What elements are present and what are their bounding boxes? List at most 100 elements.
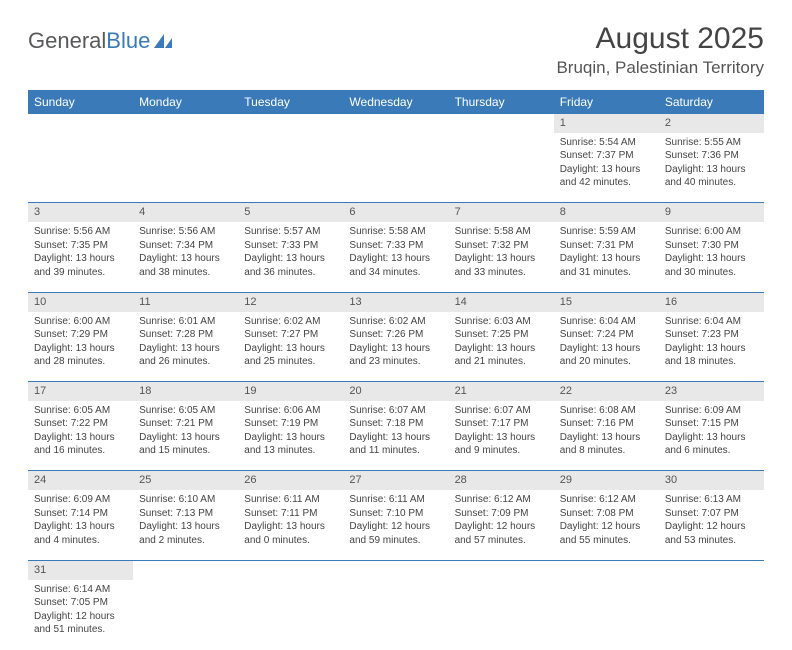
daylight-line: Daylight: 13 hours and 15 minutes.: [139, 431, 232, 458]
sunrise-line: Sunrise: 6:12 AM: [560, 493, 653, 507]
day-cell: Sunrise: 5:57 AMSunset: 7:33 PMDaylight:…: [238, 222, 343, 292]
daylight-line: Daylight: 13 hours and 23 minutes.: [349, 342, 442, 369]
day-number: 31: [28, 560, 133, 579]
logo-text-gray: General: [28, 28, 106, 54]
day-cell: Sunrise: 6:02 AMSunset: 7:27 PMDaylight:…: [238, 312, 343, 382]
daylight-line: Daylight: 13 hours and 31 minutes.: [560, 252, 653, 279]
sunrise-line: Sunrise: 6:04 AM: [560, 315, 653, 329]
day-header: Wednesday: [343, 90, 448, 114]
sunset-line: Sunset: 7:31 PM: [560, 239, 653, 253]
sunset-line: Sunset: 7:36 PM: [665, 149, 758, 163]
day-header: Saturday: [659, 90, 764, 114]
day-number: 2: [659, 114, 764, 133]
day-number: 5: [238, 203, 343, 222]
empty-daynum: [554, 560, 659, 579]
daylight-line: Daylight: 13 hours and 28 minutes.: [34, 342, 127, 369]
empty-daynum: [343, 114, 448, 133]
daylight-line: Daylight: 13 hours and 6 minutes.: [665, 431, 758, 458]
sunrise-line: Sunrise: 5:57 AM: [244, 225, 337, 239]
day-cell: Sunrise: 5:59 AMSunset: 7:31 PMDaylight:…: [554, 222, 659, 292]
sunset-line: Sunset: 7:05 PM: [34, 596, 127, 610]
sunrise-line: Sunrise: 5:55 AM: [665, 136, 758, 150]
sunrise-line: Sunrise: 6:04 AM: [665, 315, 758, 329]
sunrise-line: Sunrise: 6:06 AM: [244, 404, 337, 418]
sunrise-line: Sunrise: 6:03 AM: [455, 315, 548, 329]
day-cell: Sunrise: 6:02 AMSunset: 7:26 PMDaylight:…: [343, 312, 448, 382]
sunset-line: Sunset: 7:21 PM: [139, 417, 232, 431]
sunrise-line: Sunrise: 6:02 AM: [349, 315, 442, 329]
sunset-line: Sunset: 7:32 PM: [455, 239, 548, 253]
day-number: 7: [449, 203, 554, 222]
day-header: Monday: [133, 90, 238, 114]
sunset-line: Sunset: 7:23 PM: [665, 328, 758, 342]
daylight-line: Daylight: 13 hours and 2 minutes.: [139, 520, 232, 547]
day-cell: Sunrise: 6:13 AMSunset: 7:07 PMDaylight:…: [659, 490, 764, 560]
day-content-row: Sunrise: 6:05 AMSunset: 7:22 PMDaylight:…: [28, 401, 764, 471]
daylight-line: Daylight: 13 hours and 9 minutes.: [455, 431, 548, 458]
empty-cell: [449, 580, 554, 650]
sunset-line: Sunset: 7:28 PM: [139, 328, 232, 342]
sunrise-line: Sunrise: 6:05 AM: [34, 404, 127, 418]
day-number: 20: [343, 382, 448, 401]
sunrise-line: Sunrise: 5:56 AM: [34, 225, 127, 239]
header: GeneralBlue August 2025 Bruqin, Palestin…: [28, 22, 764, 78]
calendar-table: SundayMondayTuesdayWednesdayThursdayFrid…: [28, 90, 764, 650]
sunset-line: Sunset: 7:11 PM: [244, 507, 337, 521]
sunset-line: Sunset: 7:33 PM: [244, 239, 337, 253]
day-cell: Sunrise: 6:08 AMSunset: 7:16 PMDaylight:…: [554, 401, 659, 471]
day-number-row: 12: [28, 114, 764, 133]
day-content-row: Sunrise: 6:09 AMSunset: 7:14 PMDaylight:…: [28, 490, 764, 560]
day-content-row: Sunrise: 5:56 AMSunset: 7:35 PMDaylight:…: [28, 222, 764, 292]
sunrise-line: Sunrise: 6:01 AM: [139, 315, 232, 329]
day-number: 1: [554, 114, 659, 133]
day-cell: Sunrise: 5:55 AMSunset: 7:36 PMDaylight:…: [659, 133, 764, 203]
day-cell: Sunrise: 6:00 AMSunset: 7:29 PMDaylight:…: [28, 312, 133, 382]
sunset-line: Sunset: 7:08 PM: [560, 507, 653, 521]
day-cell: Sunrise: 6:04 AMSunset: 7:23 PMDaylight:…: [659, 312, 764, 382]
sunset-line: Sunset: 7:15 PM: [665, 417, 758, 431]
sunrise-line: Sunrise: 5:54 AM: [560, 136, 653, 150]
empty-cell: [659, 580, 764, 650]
day-number: 30: [659, 471, 764, 490]
sunset-line: Sunset: 7:33 PM: [349, 239, 442, 253]
sunset-line: Sunset: 7:13 PM: [139, 507, 232, 521]
sunset-line: Sunset: 7:37 PM: [560, 149, 653, 163]
month-title: August 2025: [556, 22, 764, 56]
sunrise-line: Sunrise: 6:12 AM: [455, 493, 548, 507]
day-content-row: Sunrise: 5:54 AMSunset: 7:37 PMDaylight:…: [28, 133, 764, 203]
day-header: Sunday: [28, 90, 133, 114]
day-cell: Sunrise: 5:56 AMSunset: 7:34 PMDaylight:…: [133, 222, 238, 292]
daylight-line: Daylight: 13 hours and 20 minutes.: [560, 342, 653, 369]
location: Bruqin, Palestinian Territory: [556, 58, 764, 78]
day-number: 27: [343, 471, 448, 490]
day-cell: Sunrise: 6:09 AMSunset: 7:14 PMDaylight:…: [28, 490, 133, 560]
day-cell: Sunrise: 6:14 AMSunset: 7:05 PMDaylight:…: [28, 580, 133, 650]
daylight-line: Daylight: 13 hours and 26 minutes.: [139, 342, 232, 369]
day-cell: Sunrise: 6:07 AMSunset: 7:17 PMDaylight:…: [449, 401, 554, 471]
daylight-line: Daylight: 13 hours and 4 minutes.: [34, 520, 127, 547]
sunrise-line: Sunrise: 6:13 AM: [665, 493, 758, 507]
empty-daynum: [133, 114, 238, 133]
sunrise-line: Sunrise: 6:11 AM: [244, 493, 337, 507]
day-number: 14: [449, 292, 554, 311]
day-number: 19: [238, 382, 343, 401]
day-number: 24: [28, 471, 133, 490]
logo: GeneralBlue: [28, 22, 176, 54]
empty-cell: [343, 580, 448, 650]
day-cell: Sunrise: 6:11 AMSunset: 7:10 PMDaylight:…: [343, 490, 448, 560]
day-number-row: 31: [28, 560, 764, 579]
day-number: 9: [659, 203, 764, 222]
day-number: 3: [28, 203, 133, 222]
daylight-line: Daylight: 12 hours and 57 minutes.: [455, 520, 548, 547]
day-cell: Sunrise: 6:09 AMSunset: 7:15 PMDaylight:…: [659, 401, 764, 471]
empty-cell: [238, 580, 343, 650]
daylight-line: Daylight: 13 hours and 21 minutes.: [455, 342, 548, 369]
day-number: 4: [133, 203, 238, 222]
logo-text-blue: Blue: [106, 28, 150, 54]
day-cell: Sunrise: 6:05 AMSunset: 7:21 PMDaylight:…: [133, 401, 238, 471]
empty-daynum: [133, 560, 238, 579]
day-header: Tuesday: [238, 90, 343, 114]
sunrise-line: Sunrise: 5:58 AM: [349, 225, 442, 239]
sunrise-line: Sunrise: 6:00 AM: [34, 315, 127, 329]
day-number: 18: [133, 382, 238, 401]
